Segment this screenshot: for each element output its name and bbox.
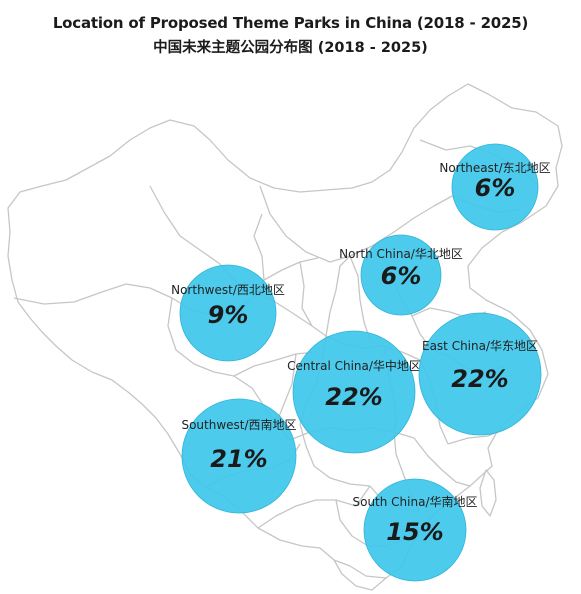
map-title-chinese: 中国未来主题公园分布图 (2018 - 2025)	[153, 40, 428, 56]
taiwan-outline	[479, 469, 497, 517]
region-bubble-northwest	[179, 264, 277, 362]
region-label-east-china: East China/华东地区	[422, 339, 538, 353]
region-bubble-north-china	[360, 234, 442, 316]
region-southwest: Southwest/西南地区 21%	[181, 398, 297, 514]
region-value-east-china: 22%	[451, 365, 508, 393]
region-value-central-china: 22%	[325, 383, 382, 411]
region-bubble-southwest	[181, 398, 297, 514]
region-value-south-china: 15%	[386, 518, 443, 546]
region-label-central-china: Central China/华中地区	[287, 358, 421, 373]
region-label-north-china: North China/华北地区	[339, 247, 463, 261]
region-bubble-northeast	[451, 143, 539, 231]
region-central-china: Central China/华中地区 22%	[287, 330, 421, 454]
region-northwest: Northwest/西北地区 9%	[171, 264, 285, 362]
map-title-english: Location of Proposed Theme Parks in Chin…	[52, 14, 529, 32]
region-bubble-central-china	[292, 330, 416, 454]
region-bubble-south-china	[363, 478, 467, 582]
region-label-northwest: Northwest/西北地区	[171, 283, 285, 297]
region-label-south-china: South China/华南地区	[352, 494, 477, 509]
region-value-southwest: 21%	[210, 445, 267, 473]
region-label-southwest: Southwest/西南地区	[181, 417, 296, 432]
region-label-northeast: Northeast/东北地区	[439, 161, 550, 175]
region-value-northeast: 6%	[475, 174, 516, 202]
region-east-china: East China/华东地区 22%	[418, 312, 542, 436]
region-value-northwest: 9%	[208, 301, 249, 329]
region-south-china: South China/华南地区 15%	[352, 478, 478, 582]
region-bubble-east-china	[418, 312, 542, 436]
region-value-north-china: 6%	[381, 262, 422, 290]
